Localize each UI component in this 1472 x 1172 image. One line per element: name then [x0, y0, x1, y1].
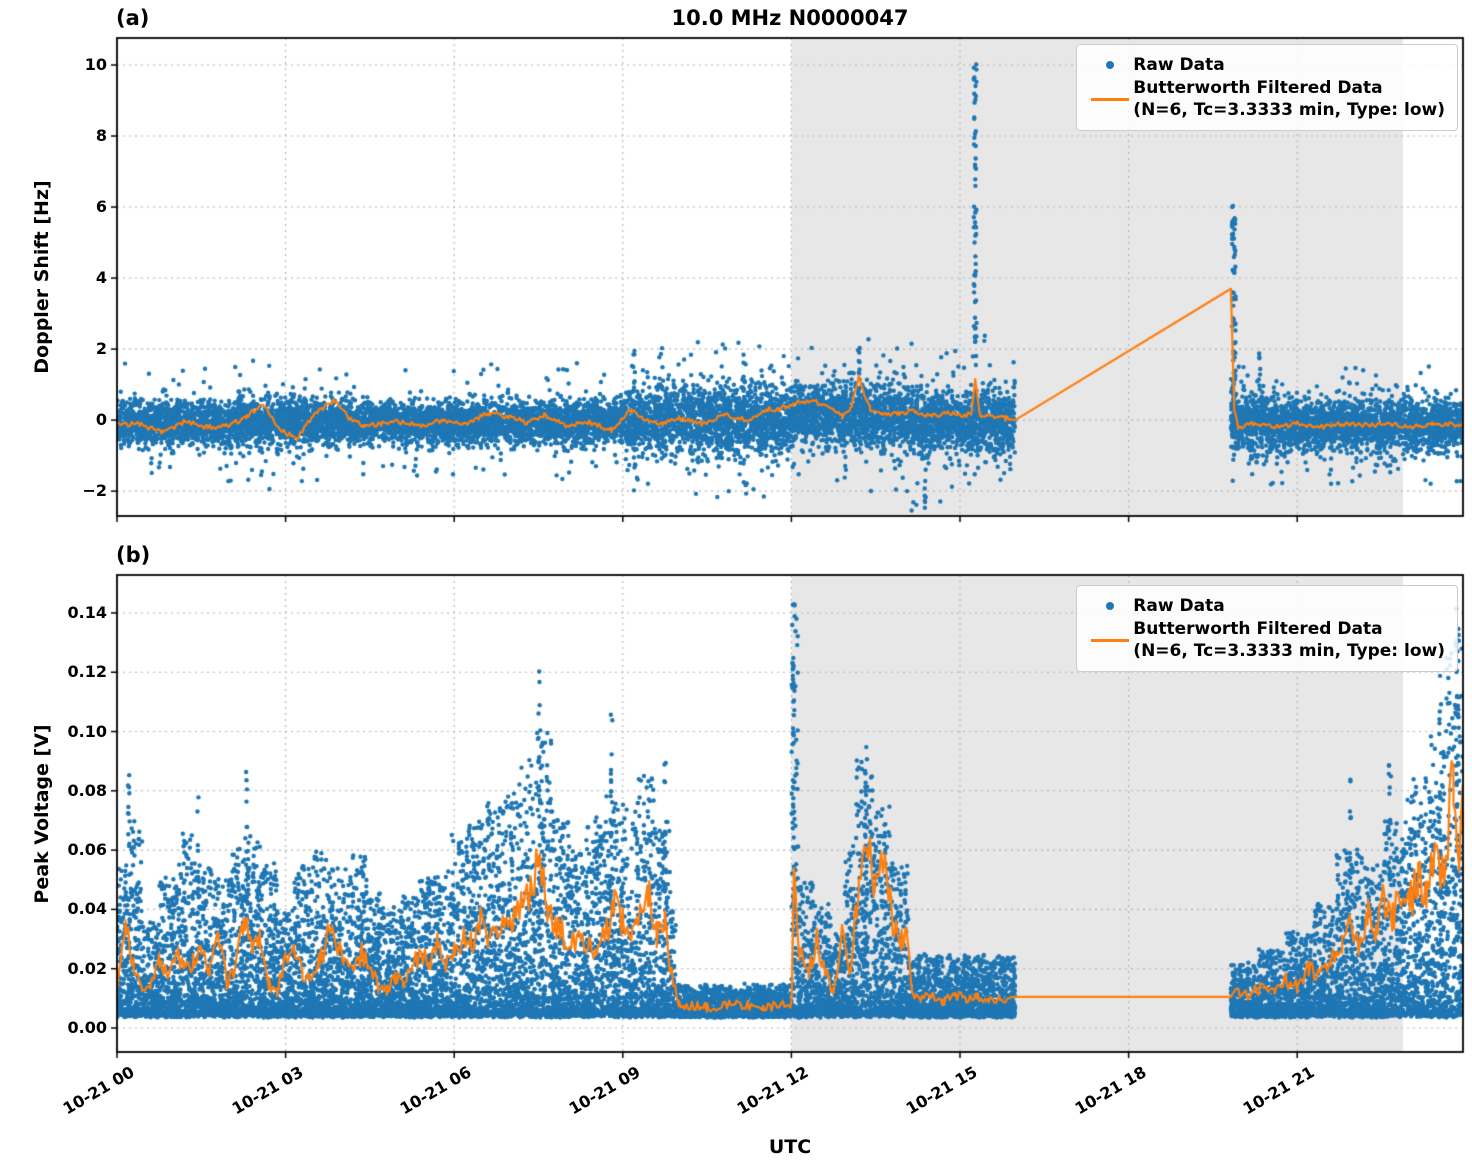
line-marker-icon: [1087, 97, 1133, 101]
legend-filtered-sublabel: (N=6, Tc=3.3333 min, Type: low): [1133, 100, 1445, 121]
legend-raw-label: Raw Data: [1133, 55, 1225, 75]
line-marker-icon: [1087, 638, 1133, 642]
y-axis-label-b: Peak Voltage [V]: [31, 724, 53, 904]
legend-a: Raw Data Butterworth Filtered Data (N=6,…: [1076, 44, 1458, 132]
y-tick-label-a: 0: [95, 410, 107, 430]
legend-raw-entry: Raw Data: [1087, 595, 1445, 617]
scatter-marker-icon: [1087, 602, 1133, 611]
panel-b-label: (b): [116, 543, 151, 567]
y-tick-label-a: −2: [82, 481, 107, 501]
y-tick-label-b: 0.08: [67, 780, 107, 800]
y-tick-label-a: 10: [84, 54, 107, 74]
legend-raw-label: Raw Data: [1133, 596, 1225, 616]
y-tick-label-a: 2: [95, 339, 107, 359]
y-tick-label-a: 8: [95, 126, 107, 145]
x-axis-label: UTC: [768, 1136, 812, 1158]
panel-a-label: (a): [116, 6, 150, 30]
legend-filtered-label: Butterworth Filtered Data: [1133, 78, 1383, 99]
y-tick-label-b: 0.12: [67, 662, 107, 682]
y-tick-label-b: 0.02: [67, 958, 107, 978]
legend-filtered-entry: Butterworth Filtered Data (N=6, Tc=3.333…: [1087, 618, 1445, 662]
legend-raw-entry: Raw Data: [1087, 54, 1445, 76]
y-tick-label-a: 6: [95, 197, 107, 217]
y-tick-label-b: 0.04: [67, 899, 107, 919]
y-tick-label-b: 0.06: [67, 840, 107, 860]
legend-filtered-label: Butterworth Filtered Data: [1133, 619, 1383, 640]
y-tick-label-b: 0.14: [67, 602, 107, 622]
legend-filtered-entry: Butterworth Filtered Data (N=6, Tc=3.333…: [1087, 77, 1445, 121]
y-tick-label-b: 0.00: [67, 1017, 107, 1037]
scatter-marker-icon: [1087, 61, 1133, 70]
figure-title: 10.0 MHz N0000047: [671, 6, 909, 30]
y-tick-label-a: 4: [95, 268, 107, 288]
legend-b: Raw Data Butterworth Filtered Data (N=6,…: [1076, 585, 1458, 673]
y-tick-label-b: 0.10: [67, 721, 107, 741]
legend-filtered-sublabel: (N=6, Tc=3.3333 min, Type: low): [1133, 641, 1445, 662]
